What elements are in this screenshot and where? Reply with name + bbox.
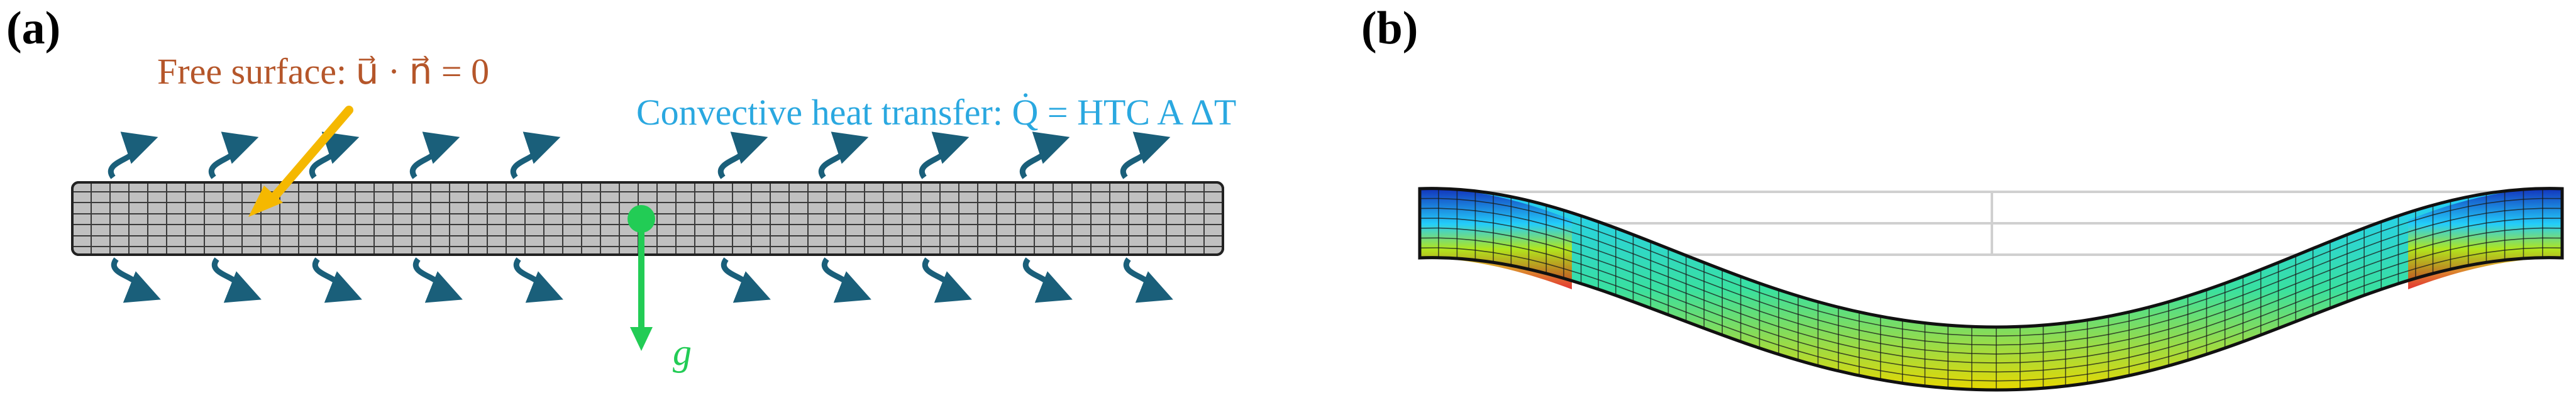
beam-mesh <box>1419 188 2563 390</box>
flux-arrow-bottom <box>822 257 871 303</box>
flux-arrow-top <box>511 131 561 179</box>
free-surface-pointer-arrow <box>248 106 353 217</box>
convective-heat-transfer-annotation: Convective heat transfer: Q̇ = HTC A ΔT <box>636 92 1237 133</box>
flux-arrow-bottom <box>721 257 771 303</box>
flux-arrow-bottom <box>413 257 463 303</box>
flux-arrow-top <box>819 131 869 179</box>
flux-arrow-top <box>1020 131 1070 179</box>
convective-flux-arrows <box>108 131 1173 303</box>
flux-arrow-top <box>718 131 768 179</box>
gravity-label: g⃗ <box>673 331 721 373</box>
flux-arrow-bottom <box>514 257 563 303</box>
flux-arrow-bottom <box>1023 257 1073 303</box>
flux-arrow-top <box>209 131 259 179</box>
flux-arrow-top <box>1120 131 1171 179</box>
gravity-arrow <box>627 205 655 351</box>
panel-b-label: (b) <box>1361 3 1418 54</box>
free-surface-annotation: Free surface: u⃗ · n⃗ = 0 <box>157 51 490 92</box>
panel-a-label: (a) <box>6 3 61 54</box>
deformed-beam <box>1418 187 2564 392</box>
flux-arrow-bottom <box>1124 257 1173 303</box>
flux-arrow-bottom <box>111 257 161 303</box>
flux-arrow-bottom <box>312 257 362 303</box>
flux-arrow-top <box>309 131 360 179</box>
flux-arrow-bottom <box>922 257 972 303</box>
flux-arrow-top <box>919 131 970 179</box>
flux-arrow-top <box>410 131 460 179</box>
flux-arrow-bottom <box>212 257 262 303</box>
flux-arrow-top <box>108 131 158 179</box>
